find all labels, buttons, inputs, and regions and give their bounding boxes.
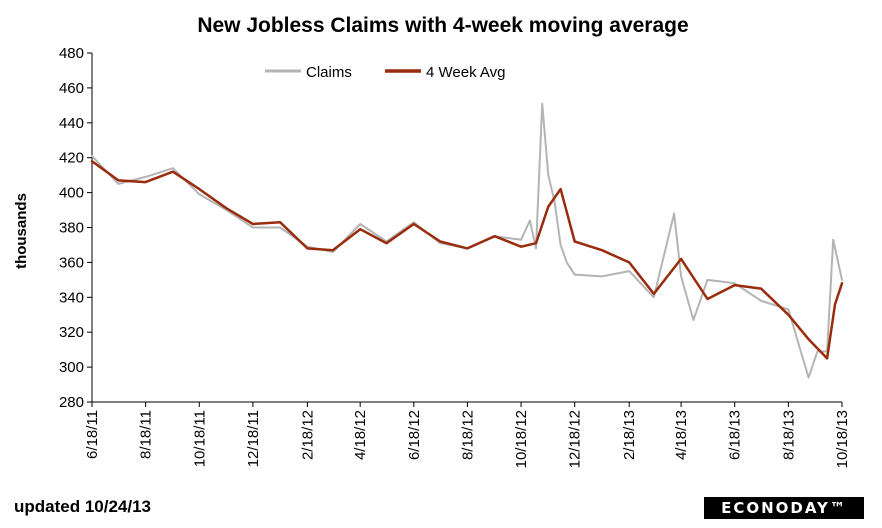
- legend-claims-label: Claims: [306, 64, 352, 81]
- chart-title: New Jobless Claims with 4-week moving av…: [197, 14, 688, 37]
- x-tick-label: 2/18/13: [621, 410, 638, 460]
- x-tick-label: 2/18/12: [299, 410, 316, 460]
- x-tick-label: 8/18/11: [138, 410, 155, 459]
- x-tick-label: 6/18/12: [406, 410, 423, 460]
- econoday-logo: ECONODAY™: [704, 497, 864, 519]
- x-tick-label: 8/18/13: [780, 410, 797, 460]
- x-tick-label: 8/18/12: [459, 410, 476, 460]
- y-tick-label: 420: [59, 150, 84, 167]
- y-tick-label: 320: [59, 324, 84, 341]
- y-tick-label: 340: [59, 289, 84, 306]
- x-tick-label: 4/18/13: [673, 410, 690, 460]
- y-tick-label: 360: [59, 254, 84, 271]
- x-tick-label: 4/18/12: [352, 410, 369, 460]
- y-tick-label: 440: [59, 115, 84, 132]
- y-tick-label: 400: [59, 185, 84, 202]
- x-tick-label: 6/18/13: [727, 410, 744, 460]
- y-tick-label: 480: [59, 45, 84, 62]
- x-tick-label: 6/18/11: [84, 410, 101, 459]
- updated-note: updated 10/24/13: [14, 497, 152, 516]
- x-tick-label: 12/18/11: [245, 410, 262, 467]
- y-tick-label: 280: [59, 394, 84, 411]
- y-axis-label: thousands: [13, 193, 30, 269]
- y-tick-label: 460: [59, 80, 84, 97]
- series-layer: [90, 102, 844, 379]
- y-tick-label: 300: [59, 359, 84, 376]
- claims-series-line: [91, 102, 843, 379]
- axes: 280 300 320 340 360 380 400 420 440 460 480 6/18/11…: [59, 45, 851, 468]
- x-tick-label: 10/18/11: [191, 410, 208, 467]
- x-tick-label: 12/18/12: [567, 410, 584, 468]
- x-tick-label: 10/18/12: [513, 410, 530, 468]
- avg-series-line: [90, 159, 844, 360]
- y-tick-label: 380: [59, 220, 84, 237]
- x-tick-label: 10/18/13: [834, 410, 851, 468]
- legend-avg-label: 4 Week Avg: [426, 64, 506, 81]
- legend: Claims 4 Week Avg: [265, 64, 506, 81]
